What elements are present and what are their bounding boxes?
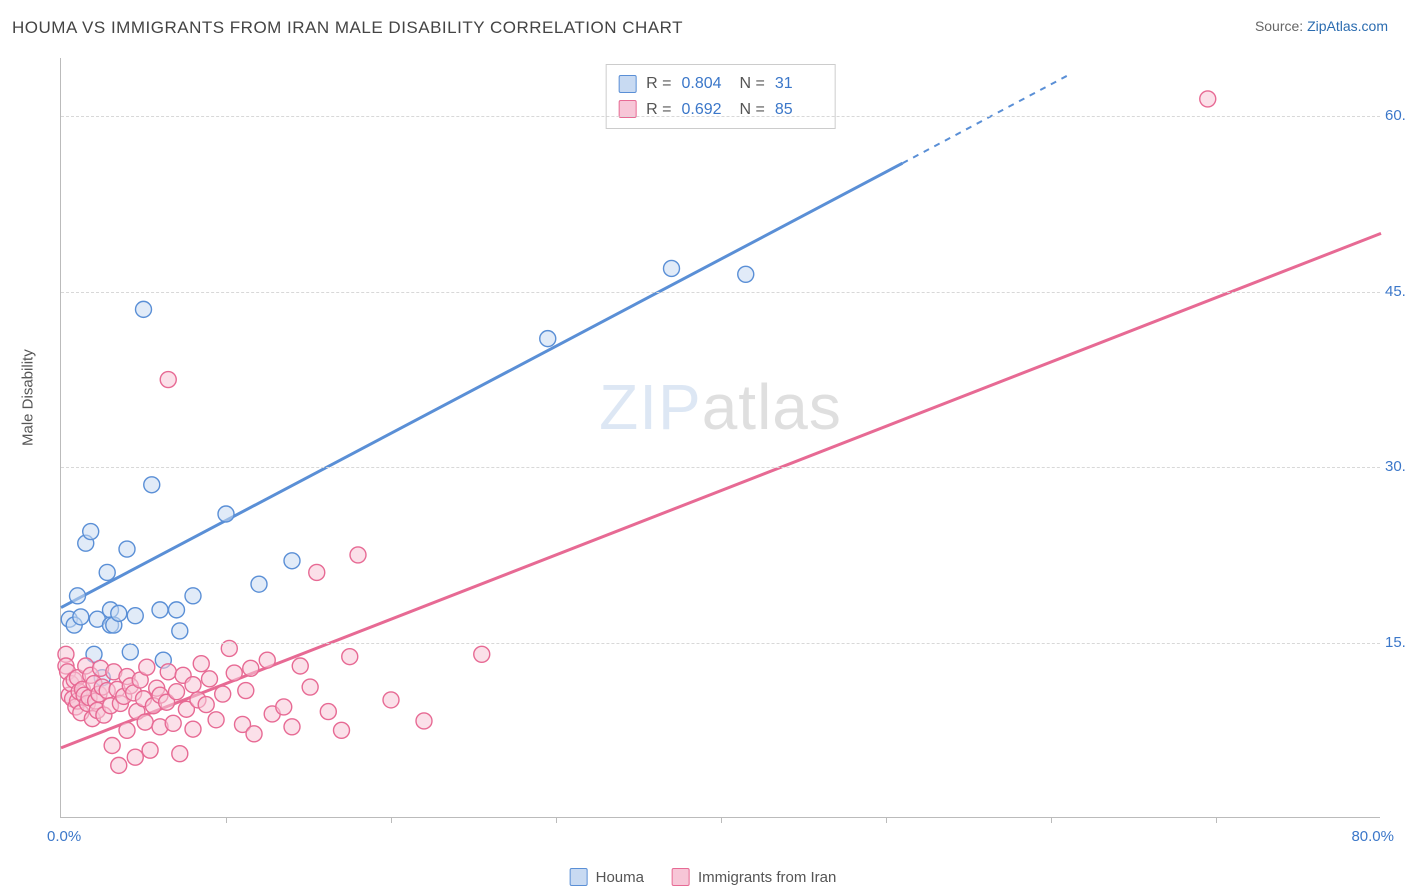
data-point [169,684,185,700]
legend-bottom-label-houma: Houma [596,869,644,886]
data-point [73,609,89,625]
chart-title: HOUMA VS IMMIGRANTS FROM IRAN MALE DISAB… [12,18,683,38]
data-point [122,644,138,660]
legend-bottom-swatch-houma [570,868,588,886]
x-tick-mark [391,817,392,823]
legend-bottom: Houma Immigrants from Iran [570,868,837,886]
data-point [383,692,399,708]
x-tick-mark [1216,817,1217,823]
x-tick-mark [226,817,227,823]
data-point [284,719,300,735]
data-point [284,553,300,569]
x-tick-mark [556,817,557,823]
data-point [218,506,234,522]
gridline-h [61,643,1380,644]
data-point [309,564,325,580]
trendline-Houma [61,163,903,607]
data-point [142,742,158,758]
x-tick-min: 0.0% [47,828,81,845]
data-point [320,704,336,720]
gridline-h [61,116,1380,117]
gridline-h [61,292,1380,293]
y-tick-label: 60.0% [1385,107,1406,124]
data-point [119,722,135,738]
data-point [259,652,275,668]
data-point [1200,91,1216,107]
data-point [185,588,201,604]
data-point [104,738,120,754]
data-point [136,301,152,317]
data-point [137,714,153,730]
legend-bottom-swatch-iran [672,868,690,886]
plot-svg [61,58,1380,817]
data-point [664,260,680,276]
data-point [193,656,209,672]
data-point [202,671,218,687]
x-tick-mark [1051,817,1052,823]
data-point [276,699,292,715]
data-point [172,746,188,762]
data-point [416,713,432,729]
data-point [292,658,308,674]
data-point [198,697,214,713]
y-tick-label: 15.0% [1385,634,1406,651]
data-point [238,683,254,699]
data-point [540,331,556,347]
data-point [251,576,267,592]
data-point [127,608,143,624]
plot-area: ZIPatlas R = 0.804 N = 31 R = 0.692 N = … [60,58,1380,818]
data-point [119,541,135,557]
data-point [185,721,201,737]
data-point [302,679,318,695]
data-point [144,477,160,493]
data-point [738,266,754,282]
data-point [474,646,490,662]
legend-item-houma: Houma [570,868,644,886]
y-tick-label: 30.0% [1385,458,1406,475]
source-label: Source: [1255,18,1303,34]
legend-item-iran: Immigrants from Iran [672,868,836,886]
data-point [160,372,176,388]
data-point [208,712,224,728]
data-point [246,726,262,742]
data-point [342,649,358,665]
data-point [139,659,155,675]
x-tick-mark [886,817,887,823]
chart-container: HOUMA VS IMMIGRANTS FROM IRAN MALE DISAB… [0,0,1406,892]
data-point [111,757,127,773]
x-tick-mark [721,817,722,823]
data-point [160,664,176,680]
source-link[interactable]: ZipAtlas.com [1307,18,1388,34]
data-point [169,602,185,618]
data-point [243,660,259,676]
data-point [70,588,86,604]
data-point [99,564,115,580]
gridline-h [61,467,1380,468]
y-tick-label: 45.0% [1385,283,1406,300]
x-tick-max: 80.0% [1351,828,1394,845]
legend-bottom-label-iran: Immigrants from Iran [698,869,836,886]
data-point [226,665,242,681]
data-point [152,602,168,618]
y-axis-label: Male Disability [20,349,37,446]
data-point [165,715,181,731]
data-point [215,686,231,702]
data-point [172,623,188,639]
data-point [111,605,127,621]
data-point [83,524,99,540]
source-credit: Source: ZipAtlas.com [1255,18,1388,34]
data-point [350,547,366,563]
data-point [127,749,143,765]
data-point [185,677,201,693]
data-point [334,722,350,738]
trendline-dash-Houma [903,76,1068,164]
